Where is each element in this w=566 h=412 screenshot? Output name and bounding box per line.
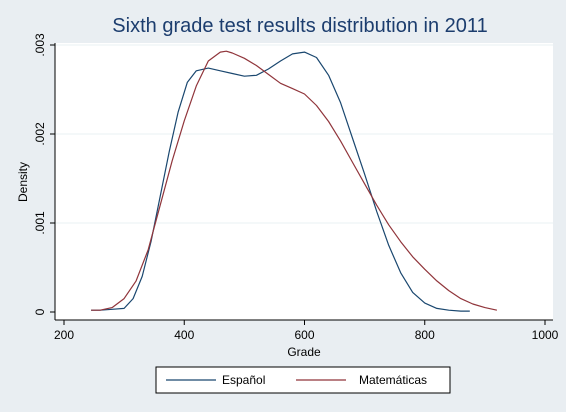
x-tick-label: 400 [174,328,194,342]
legend-label: Español [222,373,265,387]
legend-label: Matemáticas [359,373,427,387]
y-tick-label: .002 [33,122,47,146]
chart-title: Sixth grade test results distribution in… [112,15,487,37]
axis-ticks: 0 .001 .002 .003 200 400 600 800 1000 [33,33,559,342]
x-tick-label: 800 [415,328,435,342]
y-axis-label: Density [16,162,30,202]
legend: Español Matemáticas [166,373,427,387]
y-tick-label: 0 [33,308,47,315]
x-tick-label: 1000 [532,328,559,342]
y-tick-label: .001 [33,211,47,235]
plot-area [55,43,553,320]
y-tick-label: .003 [33,33,47,57]
series-layer [91,50,498,312]
x-axis-label: Grade [287,345,321,359]
series-line-espanol [91,51,470,312]
x-tick-label: 600 [294,328,314,342]
grid-lines [55,44,553,224]
x-tick-label: 200 [54,328,74,342]
series-line-matematicas [91,50,498,311]
